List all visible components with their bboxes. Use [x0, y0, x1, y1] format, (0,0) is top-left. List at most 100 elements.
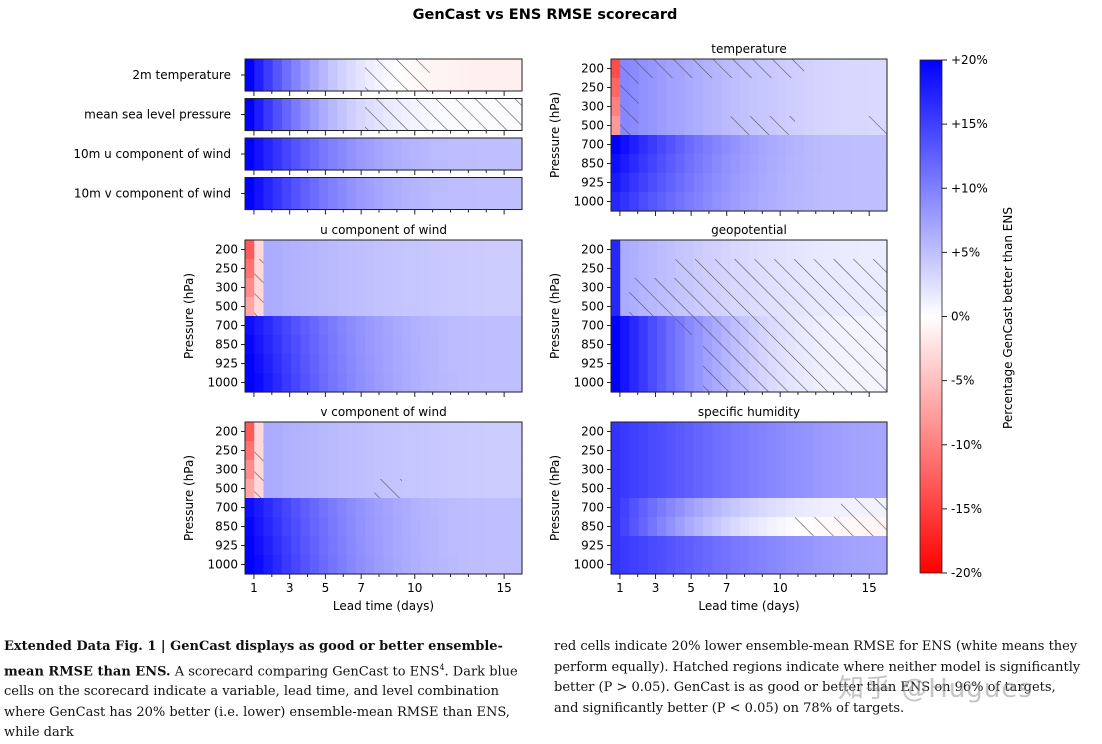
heatmap-cell: [420, 422, 431, 442]
heatmap-cell: [263, 177, 274, 211]
heatmap-cell: [365, 517, 375, 537]
heatmap-cell: [346, 555, 357, 575]
heatmap-cell: [494, 460, 505, 480]
heatmap-cell: [721, 441, 732, 461]
heatmap-cell: [263, 335, 274, 355]
heatmap-cell: [272, 555, 283, 575]
heatmap-cell: [776, 173, 787, 193]
heatmap-cell: [758, 240, 768, 260]
heatmap-cell: [503, 517, 514, 537]
heatmap-cell: [850, 422, 860, 442]
heatmap-cell: [475, 460, 486, 480]
heatmap-cell: [337, 259, 348, 279]
heatmap-cell: [629, 316, 640, 336]
heatmap-cell: [785, 422, 796, 442]
heatmap-cell: [291, 59, 301, 92]
heatmap-cell: [272, 479, 283, 499]
heatmap-cell: [693, 97, 704, 117]
heatmap-cell: [684, 555, 695, 575]
heatmap-cell: [420, 240, 431, 260]
heatmap-cell: [263, 59, 274, 92]
heatmap-cell: [383, 441, 394, 461]
heatmap-cell: [411, 278, 422, 298]
heatmap-cell: [365, 335, 375, 355]
heatmap-cell: [822, 498, 833, 518]
heatmap-cell: [346, 460, 357, 480]
panel-title: specific humidity: [698, 405, 800, 419]
heatmap-cell: [675, 498, 686, 518]
heatmap-cell: [675, 78, 686, 98]
heatmap-cell: [485, 259, 495, 279]
heatmap-cell: [337, 138, 348, 171]
heatmap-cell: [485, 316, 495, 336]
heatmap-cell: [245, 373, 255, 393]
heatmap-cell: [841, 116, 851, 136]
heatmap-cell: [647, 555, 658, 575]
heatmap-cell: [611, 460, 621, 480]
heatmap-cell: [392, 354, 403, 374]
y-tick-label: 300: [215, 463, 238, 477]
heatmap-cell: [263, 278, 274, 298]
heatmap-cell: [309, 536, 320, 556]
heatmap-cell: [309, 517, 320, 537]
heatmap-cell: [328, 240, 338, 260]
heatmap-cell: [245, 259, 255, 279]
heatmap-cell: [411, 240, 422, 260]
heatmap-cell: [850, 97, 860, 117]
heatmap-cell: [703, 192, 713, 212]
hatch-region: [620, 59, 805, 78]
heatmap-cell: [666, 240, 676, 260]
heatmap-cell: [355, 422, 366, 442]
heatmap-cell: [675, 173, 686, 193]
heatmap-cell: [475, 138, 486, 171]
x-tick-label: 15: [862, 581, 877, 595]
y-tick-label: 250: [215, 262, 238, 276]
heatmap-cell: [318, 441, 329, 461]
heatmap-cell: [776, 135, 787, 155]
heatmap-cell: [657, 422, 667, 442]
heatmap-cell: [263, 536, 274, 556]
heatmap-cell: [758, 498, 768, 518]
heatmap-cell: [383, 460, 394, 480]
heatmap-cell: [739, 479, 750, 499]
heatmap-cell: [859, 192, 870, 212]
heatmap-cell: [776, 240, 787, 260]
heatmap-cell: [503, 297, 514, 317]
heatmap-cell: [703, 460, 713, 480]
heatmap-cell: [693, 116, 704, 136]
heatmap-cell: [647, 373, 658, 393]
heatmap-cell: [383, 517, 394, 537]
heatmap-cell: [328, 536, 338, 556]
heatmap-cell: [448, 460, 458, 480]
heatmap-cell: [420, 373, 431, 393]
heatmap-cell: [868, 192, 879, 212]
heatmap-cell: [703, 422, 713, 442]
heatmap-cell: [475, 177, 486, 211]
heatmap-cell: [758, 422, 768, 442]
heatmap-cell: [638, 498, 649, 518]
heatmap-cell: [822, 536, 833, 556]
heatmap-cell: [503, 373, 514, 393]
heatmap-cell: [346, 59, 357, 92]
heatmap-cell: [804, 422, 814, 442]
heatmap-cell: [475, 59, 486, 92]
heatmap-cell: [693, 422, 704, 442]
heatmap-cell: [281, 59, 292, 92]
heatmap-cell: [512, 138, 523, 171]
heatmap-cell: [638, 116, 649, 136]
heatmap-cell: [429, 335, 440, 355]
heatmap-cell: [813, 154, 824, 174]
heatmap-cell: [309, 177, 320, 211]
heatmap-cell: [611, 278, 621, 298]
heatmap-cell: [785, 460, 796, 480]
heatmap-cell: [245, 316, 255, 336]
heatmap-cell: [785, 517, 796, 537]
heatmap-cell: [429, 177, 440, 211]
heatmap-cell: [263, 373, 274, 393]
heatmap-cell: [411, 460, 422, 480]
heatmap-cell: [712, 173, 722, 193]
heatmap-cell: [494, 297, 505, 317]
y-tick-label: 500: [581, 119, 604, 133]
heatmap-cell: [374, 422, 385, 442]
hatch-region: [254, 278, 264, 297]
